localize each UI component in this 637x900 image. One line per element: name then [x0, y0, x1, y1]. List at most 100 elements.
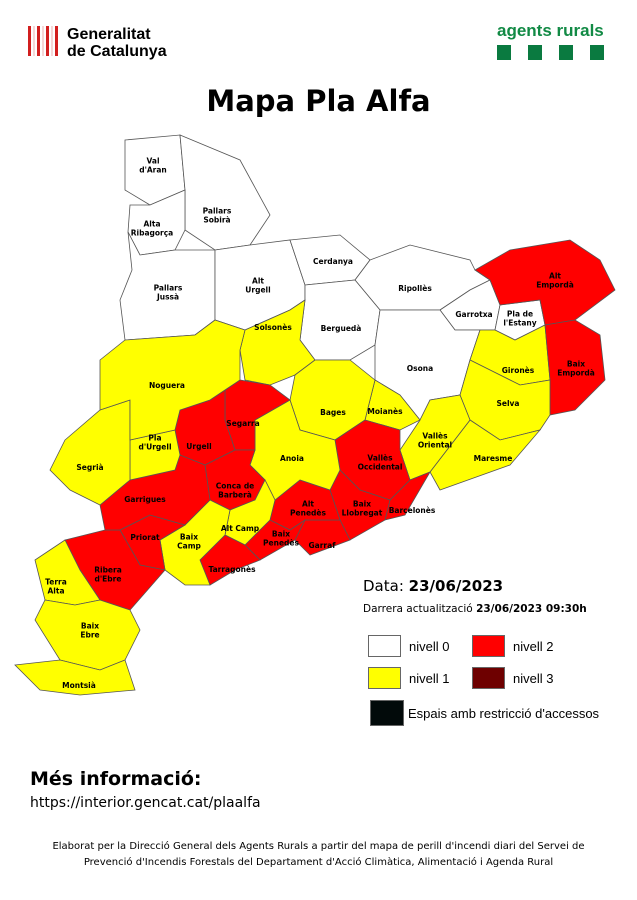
date-info: Data: 23/06/2023 [363, 577, 503, 595]
legend-label: Espais amb restricció d'accessos [408, 705, 600, 721]
region-label-alta-ribagorca: Alta Ribagorça [131, 220, 174, 238]
region-label-noguera: Noguera [149, 381, 185, 390]
region-label-bages: Bages [320, 408, 346, 417]
region-label-line: Moianès [367, 407, 403, 416]
region-label-ripolles: Ripollès [398, 284, 432, 293]
region-label-line: Alt [302, 500, 314, 509]
region-label-line: d'Aran [139, 166, 167, 175]
region-label-line: Solsonès [254, 323, 292, 332]
region-label-osona: Osona [407, 364, 433, 373]
region-label-line: Osona [407, 364, 433, 373]
region-label-line: Penedès [263, 539, 299, 548]
region-label-line: Baix [272, 530, 290, 539]
region-segria [49, 399, 131, 506]
region-label-baix-llobregat: Baix Llobregat [342, 500, 383, 518]
region-label-selva: Selva [496, 399, 519, 408]
region-label-line: d'Ebre [95, 575, 122, 584]
region-label-line: Empordà [557, 369, 595, 378]
region-label-baix-emporda: Baix Empordà [557, 360, 595, 378]
region-label-line: l'Estany [503, 319, 536, 328]
region-label-line: Anoia [280, 454, 304, 463]
region-label-ribera-debre: Ribera d'Ebre [94, 566, 122, 584]
region-label-line: Jussà [156, 293, 179, 302]
generalitat-logo-icon [28, 26, 59, 56]
date-label: Data: [363, 577, 404, 595]
region-label-baix-penedes: Baix Penedès [263, 530, 299, 548]
region-label-line: Conca de [216, 482, 255, 491]
region-label-line: Segarra [226, 419, 259, 428]
updated-value: 23/06/2023 09:30h [476, 603, 587, 615]
generalitat-line1: Generalitat [67, 26, 151, 43]
region-label-line: Baix [81, 622, 99, 631]
region-label-line: Montsià [62, 681, 96, 690]
region-label-line: Tarragonès [208, 565, 256, 574]
legend-swatch-red [472, 635, 505, 657]
region-label-line: Camp [177, 542, 201, 551]
region-label-line: Alt Camp [221, 524, 260, 533]
region-label-line: Selva [496, 399, 519, 408]
region-label-valles-oriental: Vallès Oriental [418, 432, 452, 450]
legend-nivell-1: nivell 1 [368, 667, 449, 689]
region-noguera [99, 319, 246, 441]
legend-swatch-black [370, 700, 404, 726]
region-label-line: Llobregat [342, 509, 383, 518]
region-label-line: Urgell [245, 286, 270, 295]
region-label-baix-camp: Baix Camp [177, 533, 201, 551]
legend-swatch-yellow [368, 667, 401, 689]
more-info-title: Més informació: [30, 768, 202, 790]
region-label-line: Empordà [536, 281, 574, 290]
region-label-segria: Segrià [76, 463, 103, 472]
generalitat-logo-text: Generalitat de Catalunya [67, 26, 167, 60]
region-label-line: Terra [45, 578, 67, 587]
more-info-link[interactable]: https://interior.gencat.cat/plaalfa [30, 795, 261, 811]
region-baix-ebre [34, 599, 141, 671]
region-montsia [14, 659, 136, 696]
region-label-line: Penedès [290, 509, 326, 518]
region-label-line: Sobirà [203, 216, 230, 225]
legend-label: nivell 3 [513, 670, 554, 686]
credits-line2: Prevenció d'Incendis Forestals del Depar… [83, 857, 554, 868]
region-label-line: Baix [353, 500, 371, 509]
region-label-line: d'Urgell [138, 443, 171, 452]
region-label-line: Alta [47, 587, 64, 596]
region-label-baix-ebre: Baix Ebre [80, 622, 99, 640]
region-label-segarra: Segarra [226, 419, 259, 428]
region-label-line: Maresme [474, 454, 513, 463]
region-label-pallars-jussa: Pallars Jussà [154, 284, 183, 302]
region-label-urgell: Urgell [186, 442, 211, 451]
credits: Elaborat per la Direcció General dels Ag… [0, 839, 637, 871]
region-label-line: Barberà [218, 491, 252, 500]
region-label-anoia: Anoia [280, 454, 304, 463]
page-title: Mapa Pla Alfa [206, 84, 431, 118]
agents-rurals-logo-text: agents rurals [497, 21, 604, 40]
region-label-line: Berguedà [321, 324, 362, 333]
region-pallars-sobira [179, 134, 271, 251]
legend-label: nivell 1 [409, 670, 450, 686]
region-label-line: Pallars [154, 284, 183, 293]
region-label-line: Alt [252, 277, 264, 286]
region-label-cerdanya: Cerdanya [313, 257, 353, 266]
region-label-line: Pla de [507, 310, 533, 319]
generalitat-line2: de Catalunya [67, 43, 167, 60]
region-label-line: Occidental [358, 463, 403, 472]
region-label-alt-penedes: Alt Penedès [290, 500, 326, 518]
legend-nivell-0: nivell 0 [368, 635, 449, 657]
region-label-solsones: Solsonès [254, 323, 292, 332]
region-label-pallars-sobira: Pallars Sobirà [203, 207, 232, 225]
legend-label: nivell 0 [409, 638, 450, 654]
region-label-line: Urgell [186, 442, 211, 451]
date-value: 23/06/2023 [408, 577, 504, 595]
region-label-valles-occidental: Vallès Occidental [358, 454, 403, 472]
legend-restriccio: Espais amb restricció d'accessos [370, 700, 599, 726]
region-label-line: Segrià [76, 463, 103, 472]
region-label-line: Vallès [367, 454, 393, 463]
region-label-line: Garraf [309, 541, 337, 550]
region-label-line: Vallès [422, 432, 448, 441]
region-label-tarragones: Tarragonès [208, 565, 256, 574]
region-label-line: Pla [148, 434, 161, 443]
region-label-priorat: Priorat [130, 533, 160, 542]
region-label-line: Alta [143, 220, 160, 229]
region-label-line: Gironès [502, 366, 535, 375]
region-label-alt-camp: Alt Camp [221, 524, 260, 533]
region-label-line: Pallars [203, 207, 232, 216]
